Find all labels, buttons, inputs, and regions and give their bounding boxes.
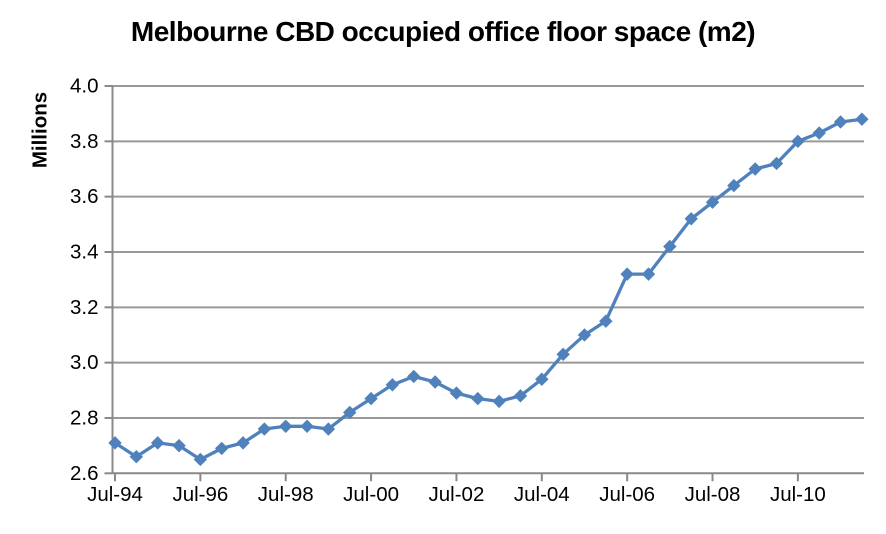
x-axis-tick-label: Jul-98 bbox=[258, 483, 314, 506]
y-axis-tick-label: 3.4 bbox=[70, 240, 99, 263]
data-point-marker bbox=[129, 450, 144, 464]
x-axis-tick-label: Jul-06 bbox=[599, 483, 655, 506]
y-axis-tick-label: 3.8 bbox=[70, 130, 99, 153]
chart-title: Melbourne CBD occupied office floor spac… bbox=[130, 16, 756, 47]
data-point-marker bbox=[343, 405, 357, 420]
data-point-marker bbox=[449, 386, 464, 400]
data-point-marker bbox=[556, 347, 570, 362]
x-axis-tick-label: Jul-04 bbox=[514, 483, 570, 506]
data-point-marker bbox=[385, 378, 400, 392]
x-axis-tick-label: Jul-10 bbox=[770, 483, 826, 506]
data-point-marker bbox=[769, 156, 784, 171]
data-point-marker bbox=[321, 422, 336, 436]
data-point-marker bbox=[684, 212, 698, 226]
y-axis-tick-label: 2.8 bbox=[70, 406, 99, 429]
data-point-marker bbox=[193, 452, 208, 467]
data-point-marker bbox=[727, 178, 741, 193]
data-point-marker bbox=[471, 391, 485, 406]
data-point-marker bbox=[492, 394, 506, 409]
data-point-marker bbox=[150, 436, 165, 450]
data-point-marker bbox=[577, 328, 592, 342]
data-point-marker bbox=[748, 162, 762, 176]
y-axis-title: Millions bbox=[29, 92, 52, 168]
data-point-marker bbox=[257, 422, 272, 436]
y-axis-tick-label: 4.0 bbox=[70, 75, 99, 98]
data-point-marker bbox=[364, 391, 378, 406]
data-point-marker bbox=[855, 112, 869, 126]
data-point-marker bbox=[705, 195, 720, 209]
data-point-marker bbox=[279, 419, 293, 433]
x-axis-tick-label: Jul-00 bbox=[343, 483, 399, 506]
data-point-marker bbox=[663, 239, 677, 254]
data-point-marker bbox=[428, 375, 442, 389]
y-axis-tick-label: 3.2 bbox=[70, 296, 99, 319]
data-point-marker bbox=[535, 372, 549, 386]
y-axis-tick-label: 2.6 bbox=[70, 462, 99, 485]
data-point-marker bbox=[791, 134, 805, 149]
data-point-marker bbox=[407, 369, 421, 384]
data-point-marker bbox=[833, 115, 848, 129]
x-axis-tick-label: Jul-08 bbox=[685, 483, 741, 506]
x-axis-tick-label: Jul-02 bbox=[429, 483, 485, 506]
data-point-marker bbox=[641, 267, 656, 281]
data-point-marker bbox=[215, 441, 229, 456]
y-axis-tick-label: 3.6 bbox=[70, 185, 99, 208]
y-axis-tick-label: 3.0 bbox=[70, 351, 99, 374]
x-axis-tick-label: Jul-94 bbox=[87, 483, 143, 506]
data-point-marker bbox=[108, 436, 122, 450]
data-point-marker bbox=[300, 419, 314, 433]
x-axis-tick-label: Jul-96 bbox=[172, 483, 228, 506]
data-point-marker bbox=[236, 436, 250, 450]
data-point-marker bbox=[620, 267, 634, 281]
data-point-marker bbox=[599, 314, 613, 328]
data-point-marker bbox=[172, 438, 186, 453]
data-point-marker bbox=[812, 126, 826, 140]
data-point-marker bbox=[513, 389, 528, 403]
